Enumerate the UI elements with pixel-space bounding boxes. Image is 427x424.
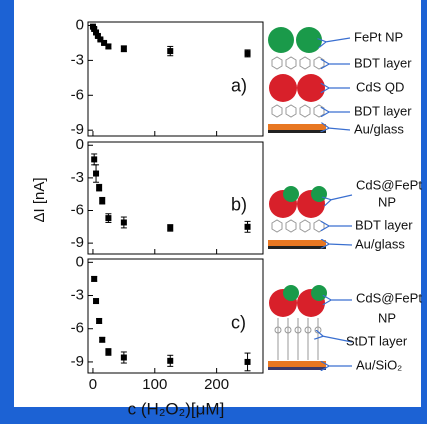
x-tick-label: 200 bbox=[204, 376, 229, 393]
point bbox=[93, 29, 100, 36]
schematic-label: Au/glass bbox=[355, 236, 405, 251]
schematic-label: Au/glass bbox=[354, 121, 404, 136]
schematic-b bbox=[268, 186, 353, 249]
point bbox=[105, 215, 112, 222]
point bbox=[91, 275, 98, 282]
point bbox=[99, 336, 106, 343]
point bbox=[97, 36, 104, 43]
schematic-label: FePt NP bbox=[354, 29, 403, 44]
y-tick-label: -9 bbox=[71, 234, 84, 251]
schematic-label: CdS QD bbox=[356, 79, 404, 94]
panel-label: c) bbox=[231, 313, 246, 333]
point bbox=[244, 50, 251, 57]
panel-label: b) bbox=[231, 195, 247, 215]
y-tick-label: -9 bbox=[71, 121, 84, 138]
x-axis-label: c (H₂O₂)[μM] bbox=[128, 399, 225, 418]
y-tick-label: 0 bbox=[76, 16, 84, 33]
schematic-label: CdS@FePt bbox=[356, 177, 422, 192]
point bbox=[167, 48, 174, 55]
point bbox=[167, 224, 174, 231]
schematic-label: BDT layer bbox=[354, 103, 412, 118]
point bbox=[101, 39, 108, 46]
point bbox=[93, 170, 100, 177]
schematic-label: NP bbox=[378, 194, 396, 209]
x-tick-label: 100 bbox=[142, 376, 167, 393]
y-tick-label: -3 bbox=[71, 286, 84, 303]
y-tick-label: -6 bbox=[71, 320, 84, 337]
point bbox=[96, 184, 103, 191]
point bbox=[99, 197, 106, 204]
schematic-label: CdS@FePt bbox=[356, 290, 422, 305]
figure-background bbox=[14, 0, 421, 407]
y-tick-label: -6 bbox=[71, 201, 84, 218]
point bbox=[91, 156, 98, 163]
point bbox=[96, 317, 103, 324]
x-tick-label: 0 bbox=[89, 376, 97, 393]
y-tick-label: -3 bbox=[71, 169, 84, 186]
panel-label: a) bbox=[231, 76, 247, 96]
plot-frame bbox=[87, 141, 264, 255]
schematic-c bbox=[268, 285, 353, 370]
y-tick-label: -3 bbox=[71, 51, 84, 68]
schematic-label: BDT layer bbox=[354, 55, 412, 70]
point bbox=[244, 223, 251, 230]
plot-frame bbox=[87, 258, 264, 374]
y-tick-label: 0 bbox=[76, 136, 84, 153]
schematic-a bbox=[268, 27, 351, 133]
point bbox=[167, 357, 174, 364]
y-axis-label: ΔI [nA] bbox=[31, 177, 48, 222]
schematic-label: NP bbox=[378, 310, 396, 325]
point bbox=[120, 45, 127, 52]
y-tick-label: -6 bbox=[71, 86, 84, 103]
y-tick-label: 0 bbox=[76, 253, 84, 270]
point bbox=[244, 358, 251, 365]
point bbox=[120, 354, 127, 361]
point bbox=[120, 219, 127, 226]
point bbox=[94, 32, 101, 39]
point bbox=[105, 348, 112, 355]
point bbox=[93, 298, 100, 305]
y-tick-label: -9 bbox=[71, 353, 84, 370]
schematic-label: StDT layer bbox=[346, 333, 408, 348]
plot-frame bbox=[87, 21, 264, 137]
schematic-label: BDT layer bbox=[355, 217, 413, 232]
point bbox=[91, 25, 98, 32]
point bbox=[105, 43, 112, 50]
schematic-label: Au/SiO₂ bbox=[356, 357, 402, 372]
